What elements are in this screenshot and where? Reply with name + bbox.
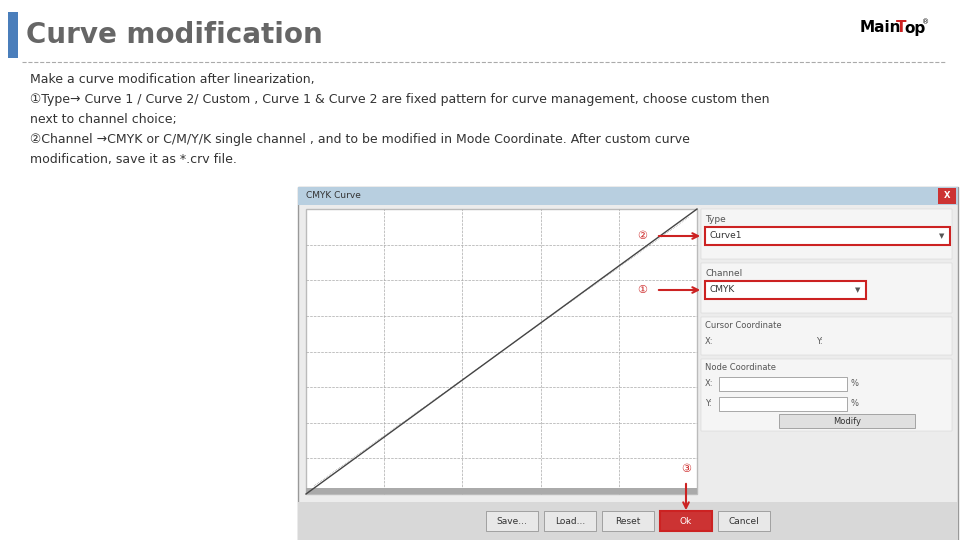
Text: ®: ® <box>922 19 929 25</box>
Text: ▼: ▼ <box>939 233 945 239</box>
Bar <box>938 188 956 204</box>
Text: Cursor Coordinate: Cursor Coordinate <box>705 321 781 329</box>
Text: Curve1: Curve1 <box>709 232 741 240</box>
Text: Channel: Channel <box>705 268 742 278</box>
Text: ③: ③ <box>681 464 691 474</box>
Bar <box>719 377 848 391</box>
Text: Y:: Y: <box>816 336 823 346</box>
Text: next to channel choice;: next to channel choice; <box>30 113 177 126</box>
Text: Cancel: Cancel <box>729 516 759 525</box>
Text: op: op <box>904 21 925 36</box>
Bar <box>544 511 596 531</box>
Bar <box>701 263 952 313</box>
Text: Load...: Load... <box>555 516 586 525</box>
Bar <box>701 209 952 259</box>
Bar <box>602 511 654 531</box>
Bar <box>719 397 848 411</box>
Text: modification, save it as *.crv file.: modification, save it as *.crv file. <box>30 153 237 166</box>
Text: ①: ① <box>637 285 647 295</box>
Text: Curve modification: Curve modification <box>26 21 323 49</box>
Text: X:: X: <box>705 336 713 346</box>
Text: ②Channel →CMYK or C/M/Y/K single channel , and to be modified in Mode Coordinate: ②Channel →CMYK or C/M/Y/K single channel… <box>30 133 690 146</box>
Text: Y:: Y: <box>705 399 711 408</box>
Bar <box>298 502 958 540</box>
Text: Make a curve modification after linearization,: Make a curve modification after lineariz… <box>30 73 315 86</box>
Bar <box>705 227 950 245</box>
Text: ①Type→ Curve 1 / Curve 2/ Custom , Curve 1 & Curve 2 are fixed pattern for curve: ①Type→ Curve 1 / Curve 2/ Custom , Curve… <box>30 93 770 106</box>
Text: %: % <box>851 379 858 388</box>
Text: Modify: Modify <box>833 416 861 426</box>
Text: Main: Main <box>860 21 901 36</box>
Text: X: X <box>944 192 950 200</box>
Text: ②: ② <box>637 231 647 241</box>
Bar <box>298 187 958 540</box>
Bar <box>718 511 770 531</box>
Text: X:: X: <box>705 379 713 388</box>
Text: ▼: ▼ <box>854 287 860 293</box>
Bar <box>701 359 952 431</box>
Text: Node Coordinate: Node Coordinate <box>705 362 776 372</box>
Bar <box>701 317 952 355</box>
Bar <box>306 488 697 494</box>
Text: T: T <box>896 21 906 36</box>
Bar <box>780 414 915 428</box>
Text: Save...: Save... <box>496 516 527 525</box>
Text: %: % <box>851 399 858 408</box>
Bar <box>298 187 958 205</box>
Bar <box>8 12 18 58</box>
Bar <box>705 281 866 299</box>
Text: Ok: Ok <box>680 516 692 525</box>
Bar <box>306 209 697 494</box>
Text: Reset: Reset <box>615 516 640 525</box>
Text: CMYK Curve: CMYK Curve <box>306 192 361 200</box>
Bar <box>660 511 712 531</box>
Bar <box>486 511 538 531</box>
Text: Type: Type <box>705 214 726 224</box>
Text: CMYK: CMYK <box>709 286 734 294</box>
